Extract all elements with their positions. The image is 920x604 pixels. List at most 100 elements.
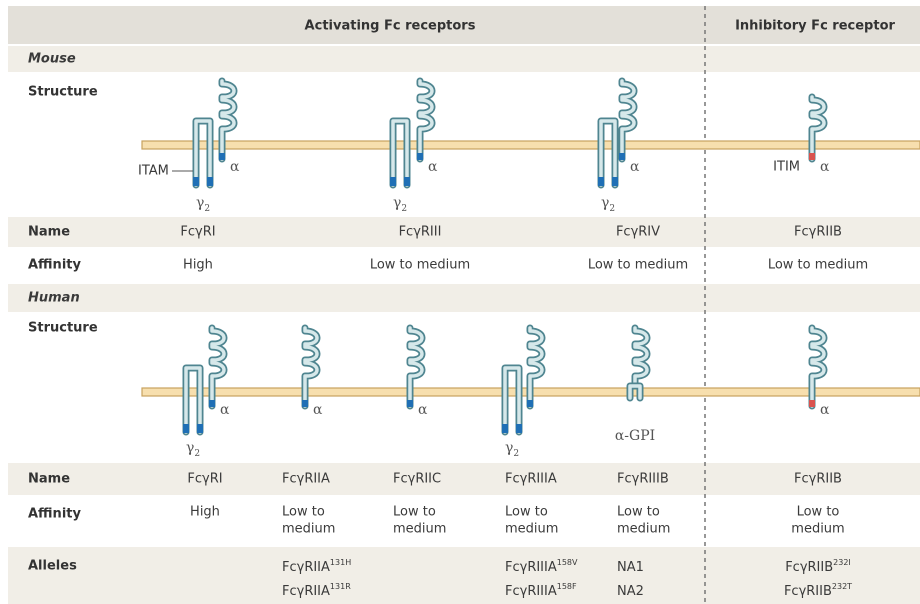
allele-base: FcγRIIA — [282, 560, 330, 575]
chain-tip — [502, 424, 508, 433]
receptor-name: FcγRIII — [399, 225, 442, 240]
chain-label: α — [313, 402, 323, 418]
receptor-name: FcγRIIB — [794, 225, 842, 240]
receptor-chain — [501, 364, 523, 436]
receptor-chain-core — [810, 326, 826, 408]
chain-label: γ2 — [186, 440, 200, 459]
chain-tip — [302, 400, 308, 407]
chain-tip — [417, 153, 423, 160]
receptor-chain-core — [418, 79, 434, 161]
chain-label: α — [418, 402, 428, 418]
affinity: medium — [617, 522, 670, 537]
allele: FcγRIIB232T — [784, 582, 852, 599]
receptor-chain — [182, 364, 204, 436]
chain-tip — [390, 177, 396, 186]
allele-superscript: 232T — [832, 582, 852, 591]
receptor-chain-core — [528, 326, 544, 408]
allele-superscript: 158F — [557, 582, 577, 591]
receptor-chain-core — [210, 326, 226, 408]
receptor-chain-core — [633, 326, 649, 388]
chain-label: α-GPI — [615, 428, 655, 444]
row-band — [8, 46, 920, 72]
receptor-name: FcγRIIB — [794, 472, 842, 487]
allele: NA2 — [617, 584, 644, 599]
receptor-chain-core — [391, 119, 409, 187]
header-inhibitory: Inhibitory Fc receptor — [735, 19, 895, 34]
chain-label-sub: 2 — [204, 204, 210, 214]
row-label: Name — [28, 472, 70, 487]
chain-label-sub: 2 — [609, 204, 615, 214]
allele-superscript: 232I — [833, 558, 851, 567]
allele-base: FcγRIIB — [785, 560, 833, 575]
chain-label-sub: 2 — [513, 449, 519, 459]
affinity: medium — [282, 522, 335, 537]
chain-tip — [193, 177, 199, 186]
chain-label-base: γ — [393, 195, 401, 211]
receptor-chain-core — [620, 79, 636, 161]
chain-label-base: γ — [601, 195, 609, 211]
chain-label-sub: 2 — [194, 449, 200, 459]
affinity: Low to — [505, 505, 548, 520]
receptor-chain-core — [220, 79, 236, 161]
allele: FcγRIIIA158F — [505, 582, 577, 599]
row-label: Structure — [28, 85, 98, 100]
receptor-name: FcγRIIA — [282, 472, 330, 487]
affinity: Low to medium — [588, 258, 688, 273]
allele: FcγRIIA131R — [282, 582, 351, 599]
row-label: Alleles — [28, 559, 77, 574]
receptor-chain-core — [599, 119, 617, 187]
receptor-name: FcγRIIIB — [617, 472, 669, 487]
chain-label: α — [230, 159, 240, 175]
chain-label: γ2 — [393, 195, 407, 214]
chain-label-base: γ — [505, 440, 513, 456]
row-label: Affinity — [28, 507, 81, 522]
allele-base: FcγRIIIA — [505, 560, 557, 575]
receptor-name: FcγRI — [180, 225, 215, 240]
receptor-name: FcγRIIC — [393, 472, 441, 487]
allele-base: NA2 — [617, 584, 644, 599]
receptor-chain-core — [810, 95, 826, 161]
chain-tip — [207, 177, 213, 186]
header-activating: Activating Fc receptors — [305, 19, 476, 34]
affinity: Low to — [393, 505, 436, 520]
chain-label: γ2 — [601, 195, 615, 214]
species-label: Human — [28, 291, 80, 306]
allele-superscript: 131R — [330, 582, 351, 591]
receptor-chain — [192, 117, 214, 189]
affinity: medium — [791, 522, 844, 537]
allele-base: FcγRIIB — [784, 584, 832, 599]
affinity: High — [190, 505, 220, 520]
domain-label: ITIM — [773, 160, 800, 175]
chain-label: α — [220, 402, 230, 418]
chain-label: α — [820, 402, 830, 418]
chain-tip — [598, 177, 604, 186]
allele-base: FcγRIIIA — [505, 584, 557, 599]
row-label: Affinity — [28, 258, 81, 273]
chain-tip — [612, 177, 618, 186]
chain-tip — [209, 400, 215, 407]
affinity: Low to — [282, 505, 325, 520]
row-band — [8, 217, 920, 247]
chain-label-sub: 2 — [401, 204, 407, 214]
header-band — [8, 6, 920, 44]
allele-base: FcγRIIA — [282, 584, 330, 599]
affinity: Low to — [617, 505, 660, 520]
chain-tip — [404, 177, 410, 186]
row-label: Name — [28, 225, 70, 240]
row-band — [8, 463, 920, 495]
chain-label: α — [820, 159, 830, 175]
chain-label-base: γ — [196, 195, 204, 211]
row-band — [8, 284, 920, 312]
chain-label: γ2 — [196, 195, 210, 214]
membrane — [141, 140, 920, 150]
chain-label: α — [428, 159, 438, 175]
receptor-chain-core — [184, 366, 202, 434]
receptor-chain — [597, 117, 619, 189]
row-band — [8, 547, 920, 604]
affinity: Low to medium — [370, 258, 470, 273]
affinity: High — [183, 258, 213, 273]
affinity: Low to medium — [768, 258, 868, 273]
receptor-chain — [389, 117, 411, 189]
chain-tip — [219, 153, 225, 160]
